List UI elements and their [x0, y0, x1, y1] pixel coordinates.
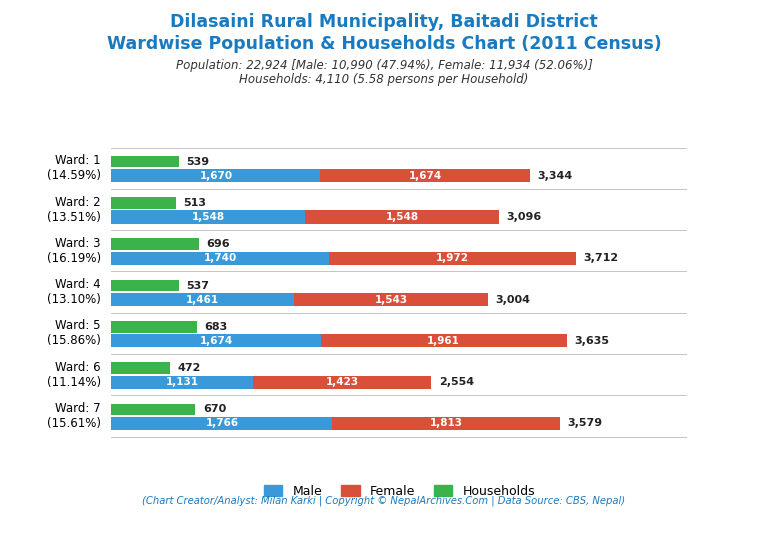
Text: 513: 513 — [183, 198, 206, 208]
Bar — [333, 417, 560, 430]
Text: 2,554: 2,554 — [439, 377, 474, 387]
Text: Wardwise Population & Households Chart (2011 Census): Wardwise Population & Households Chart (… — [107, 35, 661, 53]
Text: 1,670: 1,670 — [200, 170, 233, 181]
Bar — [253, 376, 431, 389]
Text: 3,579: 3,579 — [567, 419, 602, 428]
Text: 1,740: 1,740 — [204, 254, 237, 263]
Text: 1,548: 1,548 — [386, 212, 419, 222]
Text: 1,131: 1,131 — [166, 377, 199, 387]
Bar — [320, 169, 530, 182]
Bar — [111, 156, 179, 167]
Text: 3,635: 3,635 — [574, 336, 609, 346]
Text: 670: 670 — [203, 404, 226, 414]
Bar — [111, 293, 294, 306]
Text: 1,813: 1,813 — [429, 419, 462, 428]
Text: 1,674: 1,674 — [409, 170, 442, 181]
Text: 472: 472 — [178, 363, 201, 373]
Text: 696: 696 — [206, 239, 230, 249]
Text: Population: 22,924 [Male: 10,990 (47.94%), Female: 11,934 (52.06%)]: Population: 22,924 [Male: 10,990 (47.94%… — [176, 59, 592, 72]
Text: 1,674: 1,674 — [200, 336, 233, 346]
Bar — [111, 197, 176, 209]
Bar — [111, 252, 329, 265]
Bar — [111, 404, 195, 415]
Bar — [111, 362, 170, 374]
Text: 1,548: 1,548 — [192, 212, 225, 222]
Text: 539: 539 — [187, 157, 210, 167]
Text: 1,766: 1,766 — [205, 419, 239, 428]
Text: 1,972: 1,972 — [436, 254, 469, 263]
Text: 1,961: 1,961 — [427, 336, 460, 346]
Bar — [329, 252, 576, 265]
Text: 3,344: 3,344 — [538, 170, 573, 181]
Text: Households: 4,110 (5.58 persons per Household): Households: 4,110 (5.58 persons per Hous… — [240, 73, 528, 86]
Text: 537: 537 — [186, 280, 209, 291]
Text: 1,461: 1,461 — [187, 295, 220, 304]
Legend: Male, Female, Households: Male, Female, Households — [259, 480, 540, 503]
Text: 3,712: 3,712 — [584, 254, 619, 263]
Text: 683: 683 — [204, 322, 227, 332]
Bar — [294, 293, 488, 306]
Bar — [111, 321, 197, 332]
Text: (Chart Creator/Analyst: Milan Karki | Copyright © NepalArchives.Com | Data Sourc: (Chart Creator/Analyst: Milan Karki | Co… — [142, 496, 626, 507]
Bar — [111, 376, 253, 389]
Text: 1,423: 1,423 — [326, 377, 359, 387]
Bar — [111, 280, 179, 291]
Bar — [111, 169, 320, 182]
Bar — [305, 210, 499, 224]
Bar — [321, 334, 567, 347]
Text: Dilasaini Rural Municipality, Baitadi District: Dilasaini Rural Municipality, Baitadi Di… — [170, 13, 598, 32]
Text: 3,096: 3,096 — [507, 212, 541, 222]
Text: 3,004: 3,004 — [495, 295, 530, 304]
Bar — [111, 239, 198, 250]
Bar — [111, 334, 321, 347]
Bar — [111, 417, 333, 430]
Text: 1,543: 1,543 — [374, 295, 408, 304]
Bar — [111, 210, 305, 224]
